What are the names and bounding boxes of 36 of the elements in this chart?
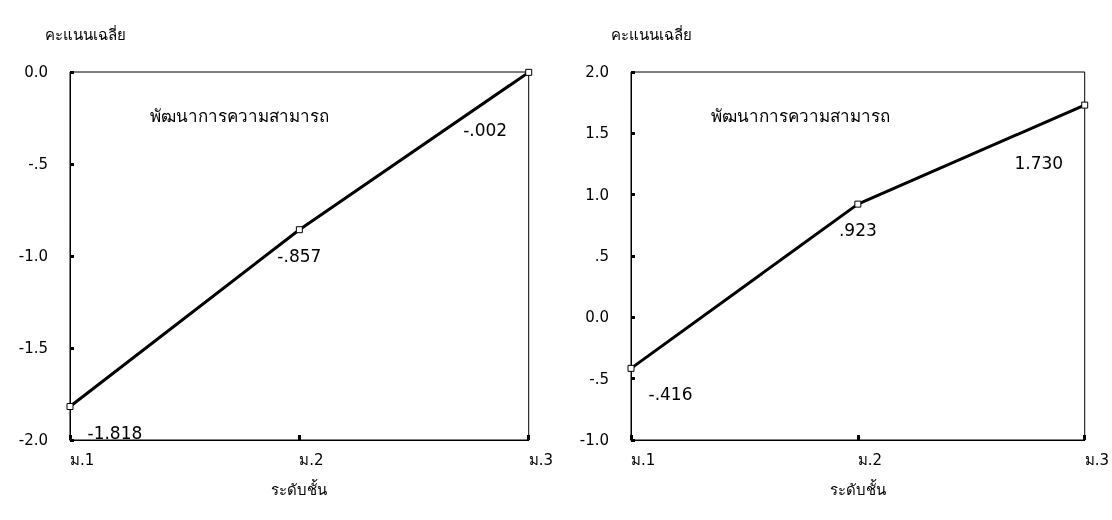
y-tick-label: -.5 (28, 155, 48, 173)
y-axis-title: คะแนนเฉลี่ย (611, 23, 692, 44)
text: พัฒนาการความสามารถ (150, 105, 329, 126)
point (854, 200, 862, 208)
x-tick-label: ม.2 (299, 450, 324, 469)
y-tick-label: -1.0 (579, 431, 609, 449)
y-tick-label: 1.0 (585, 185, 609, 204)
data-label: -.416 (648, 384, 693, 405)
y-tick-label: 1.5 (585, 124, 609, 143)
x-tick-label: ม.3 (528, 450, 553, 469)
x-tick-label: ม.3 (1084, 450, 1109, 469)
point (1081, 101, 1089, 109)
data-label: -.002 (463, 120, 508, 141)
y-tick-label: 2.0 (585, 63, 609, 81)
point (295, 226, 303, 234)
x-tick-label: ม.1 (631, 450, 656, 469)
data-label: -1.818 (87, 422, 143, 443)
y-tick-label: 0.0 (24, 63, 48, 81)
data-label: 1.730 (1014, 153, 1064, 174)
y-tick-label: -1.5 (18, 339, 48, 357)
point (525, 68, 533, 76)
data-label: -.857 (277, 245, 322, 266)
y-tick-label: -1.0 (18, 247, 48, 265)
x-tick-label: ม.1 (70, 450, 95, 469)
y-tick-label: -.5 (589, 369, 609, 388)
x-axis-title: ระดับชั้น (271, 478, 328, 499)
point (627, 364, 635, 372)
y-tick-label: .5 (594, 247, 609, 265)
y-tick-label: -2.0 (18, 431, 48, 449)
x-tick-label: ม.2 (857, 450, 883, 469)
x-axis-title: ระดับชั้น (829, 478, 886, 499)
y-tick-label: 0.0 (585, 308, 609, 327)
data-label: .923 (838, 220, 877, 241)
text: พัฒนาการความสามารถ (711, 105, 890, 126)
y-axis-title: คะแนนเฉลี่ย (45, 23, 126, 44)
point (66, 403, 74, 411)
